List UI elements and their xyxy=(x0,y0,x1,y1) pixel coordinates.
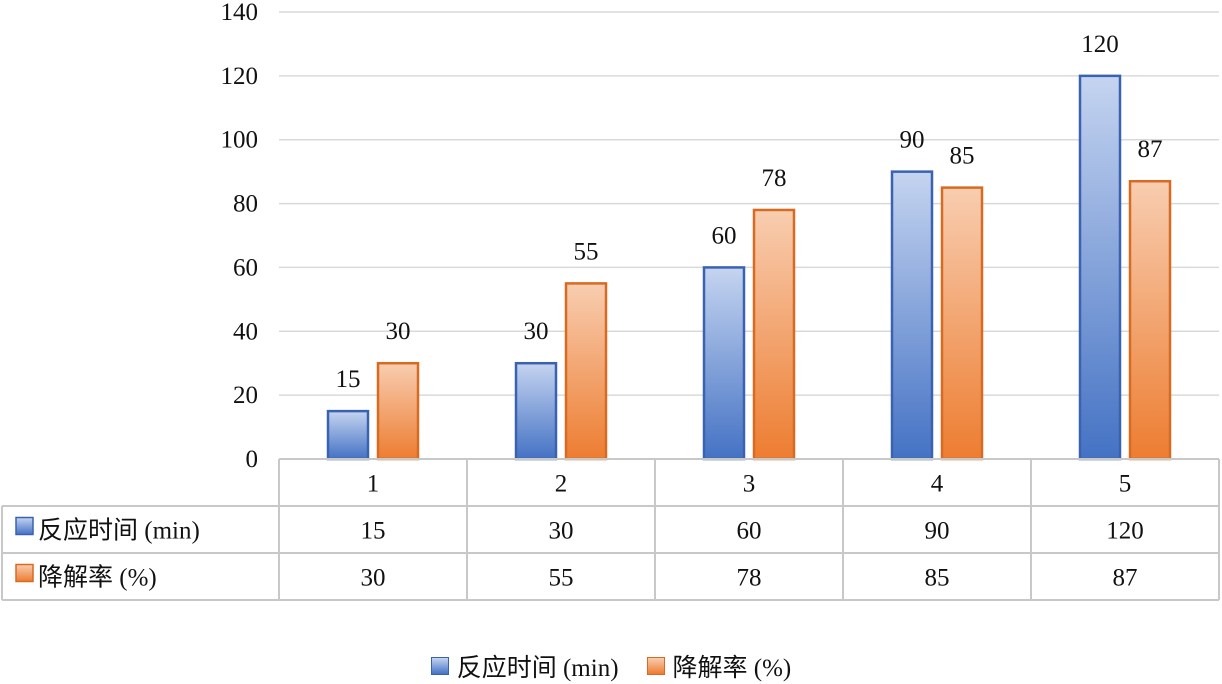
data-label-series-2: 87 xyxy=(1138,136,1163,163)
legend-swatch-series-2 xyxy=(646,657,665,675)
legend-item-series-2: 降解率 (%) xyxy=(646,648,792,684)
table-row-label-series-1: 反应时间 (min) xyxy=(38,517,200,545)
data-label-series-2: 85 xyxy=(950,143,975,170)
bar-series-1 xyxy=(890,170,934,461)
bar-series-2 xyxy=(564,282,608,461)
table-cell-series-1: 60 xyxy=(737,518,762,545)
y-tick-label: 40 xyxy=(233,318,258,345)
y-tick-label: 120 xyxy=(221,63,259,90)
legend: 反应时间 (min) 降解率 (%) xyxy=(0,648,1222,684)
x-category-label: 1 xyxy=(367,471,380,498)
table-cell-series-2: 55 xyxy=(549,565,574,592)
y-axis-tick-labels: 0 20 40 60 80 100 120 140 xyxy=(221,0,259,473)
x-category-label: 3 xyxy=(743,471,756,498)
bar-series-2 xyxy=(940,186,984,461)
bars xyxy=(326,74,1172,461)
data-label-series-1: 90 xyxy=(900,127,925,154)
legend-label-series-2: 降解率 (%) xyxy=(672,655,792,682)
legend-swatch-series-1 xyxy=(430,657,449,675)
data-table: 1 2 3 4 5 反应时间 (min) 15 30 60 90 120 降解率 (%) 30 55 78 8… xyxy=(1,458,1220,601)
data-label-series-1: 60 xyxy=(712,222,737,249)
table-cell-series-2: 87 xyxy=(1113,565,1138,592)
data-label-series-2: 55 xyxy=(574,238,599,265)
y-tick-label: 140 xyxy=(221,0,259,26)
y-tick-label: 60 xyxy=(233,254,258,281)
table-cell-series-1: 90 xyxy=(925,518,950,545)
bar-series-2 xyxy=(376,361,420,461)
bar-series-1 xyxy=(326,409,370,461)
data-labels: 15 30 30 55 60 78 90 85 120 87 xyxy=(336,31,1163,393)
y-tick-label: 20 xyxy=(233,382,258,409)
table-cell-series-1: 120 xyxy=(1106,518,1144,545)
table-cell-series-1: 30 xyxy=(549,518,574,545)
y-tick-label: 100 xyxy=(221,127,259,154)
table-cell-series-2: 78 xyxy=(737,565,762,592)
table-row-label-series-2: 降解率 (%) xyxy=(38,564,157,592)
table-legend-key-series-1 xyxy=(15,516,34,536)
table-cell-series-2: 30 xyxy=(361,565,386,592)
gridlines xyxy=(279,11,1219,396)
data-label-series-1: 30 xyxy=(524,318,549,345)
table-legend-key-series-2 xyxy=(15,563,34,583)
y-tick-label: 0 xyxy=(246,446,259,473)
data-label-series-1: 120 xyxy=(1081,31,1119,58)
legend-item-series-1: 反应时间 (min) xyxy=(430,648,619,684)
table-cell-series-2: 85 xyxy=(925,565,950,592)
bar-series-1 xyxy=(514,361,558,461)
bar-series-2 xyxy=(752,208,796,461)
x-category-label: 4 xyxy=(931,471,944,498)
y-tick-label: 80 xyxy=(233,191,258,218)
table-cell-series-1: 15 xyxy=(361,518,386,545)
bar-series-1 xyxy=(702,266,746,461)
data-label-series-2: 30 xyxy=(386,318,411,345)
bar-series-1 xyxy=(1078,74,1122,461)
legend-label-series-1: 反应时间 (min) xyxy=(456,655,619,682)
data-label-series-2: 78 xyxy=(762,165,787,192)
x-category-label: 5 xyxy=(1119,471,1132,498)
x-category-label: 2 xyxy=(555,471,568,498)
bar-series-2 xyxy=(1128,179,1172,461)
data-label-series-1: 15 xyxy=(336,366,361,393)
